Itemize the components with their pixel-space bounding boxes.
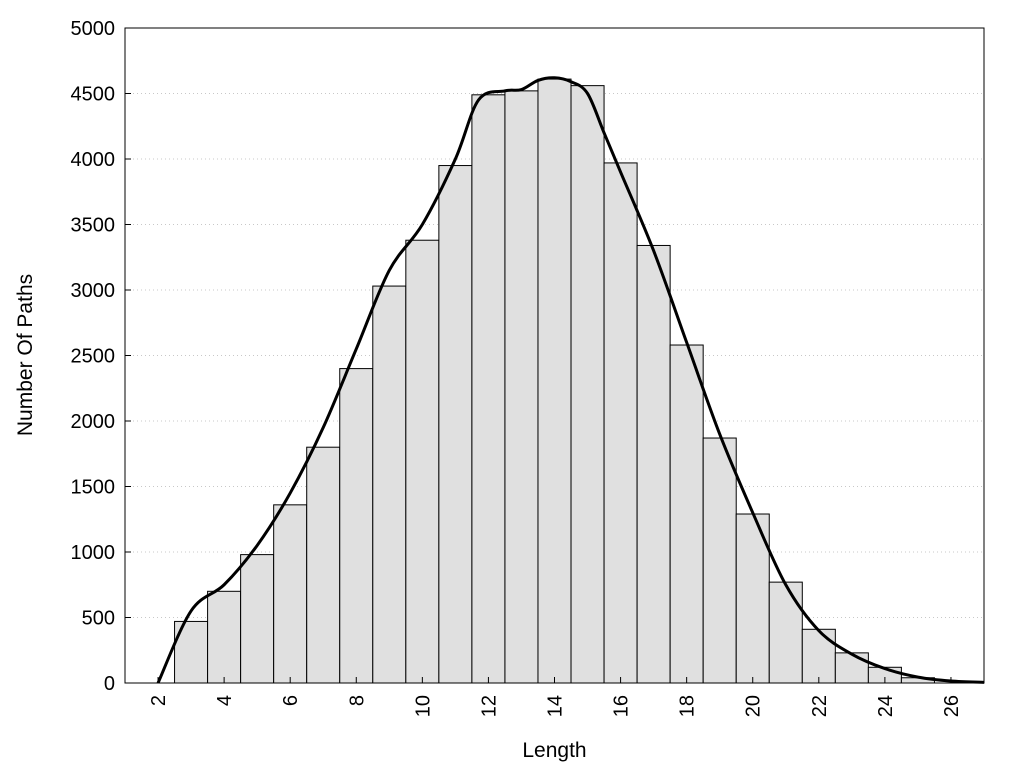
histogram-bars	[174, 78, 935, 684]
density-curve-line	[156, 76, 985, 684]
x-tick-label-24: 24	[875, 695, 897, 717]
bar-5	[339, 368, 374, 684]
bar-7	[405, 239, 440, 684]
x-tick-label-20: 20	[743, 695, 765, 717]
bar-10	[504, 90, 539, 684]
y-tick-label-2000: 2000	[71, 411, 116, 433]
bar-13	[603, 162, 638, 684]
x-tick-label-4: 4	[214, 695, 236, 706]
x-tick-label-14: 14	[545, 695, 567, 717]
x-tick-label-8: 8	[346, 695, 368, 706]
y-tick-label-1000: 1000	[71, 542, 116, 564]
bar-3	[273, 504, 308, 684]
x-tick-label-10: 10	[412, 695, 434, 717]
y-tick-label-3000: 3000	[71, 280, 116, 302]
bar-16	[702, 437, 737, 684]
x-tick-label-12: 12	[478, 695, 500, 717]
y-tick-label-3500: 3500	[71, 215, 116, 237]
bar-12	[570, 85, 605, 684]
y-tick-label-4500: 4500	[71, 84, 116, 106]
y-tick-label-0: 0	[104, 673, 115, 695]
x-axis-ticks: 2 4 6 8 10 12 14 16 18 20 22 24 26	[148, 677, 963, 717]
x-tick-label-6: 6	[280, 695, 302, 706]
bar-19	[801, 628, 836, 684]
bar-4	[306, 446, 341, 684]
bar-14	[636, 244, 671, 684]
y-tick-label-1500: 1500	[71, 477, 116, 499]
x-tick-label-16: 16	[611, 695, 633, 717]
y-axis-ticks: 0 500 1000 1500 2000 2500 3000 3500 4000 4500 5000	[71, 18, 131, 695]
y-tick-label-500: 500	[82, 608, 115, 630]
bar-15	[669, 344, 704, 684]
y-tick-label-4000: 4000	[71, 149, 116, 171]
x-tick-label-18: 18	[677, 695, 699, 717]
bar-11	[537, 78, 572, 684]
density-curve	[156, 76, 985, 684]
bar-6	[372, 285, 407, 684]
y-tick-label-5000: 5000	[71, 18, 116, 40]
bar-1	[207, 590, 242, 684]
x-tick-label-26: 26	[941, 695, 963, 717]
bar-18	[768, 581, 803, 684]
bar-9	[471, 94, 506, 684]
x-axis-label: Length	[522, 739, 586, 762]
bar-2	[240, 554, 275, 684]
bar-8	[438, 165, 473, 684]
y-axis-label: Number Of Paths	[14, 274, 37, 436]
bar-17	[735, 513, 770, 684]
x-tick-label-22: 22	[809, 695, 831, 717]
bar-20	[834, 652, 869, 684]
x-tick-label-2: 2	[148, 695, 170, 706]
y-tick-label-2500: 2500	[71, 346, 116, 368]
